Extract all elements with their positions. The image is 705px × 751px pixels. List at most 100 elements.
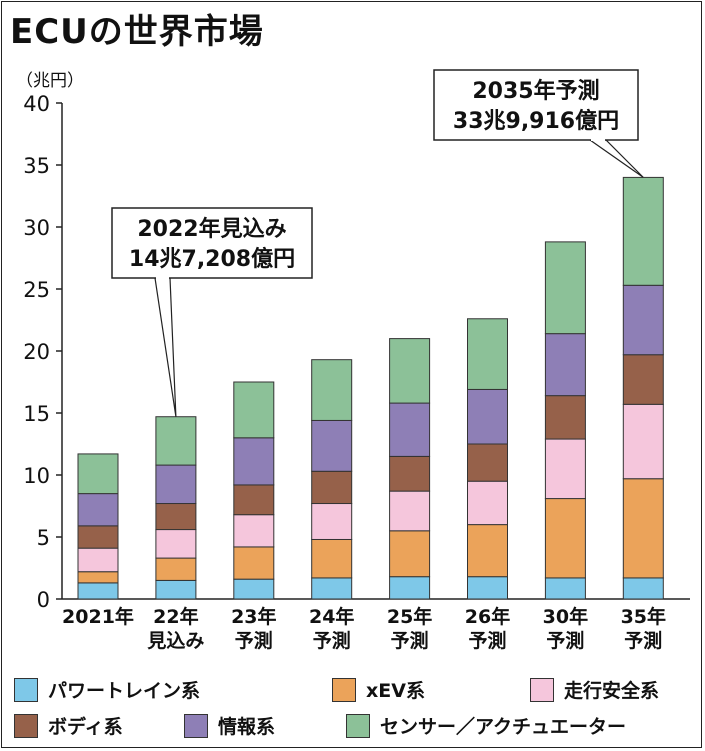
- bar-segment: [77, 547, 119, 573]
- x-tick-label: 予測: [235, 629, 273, 652]
- callout-box: [433, 69, 639, 141]
- bar-segment: [311, 503, 353, 540]
- bar-segment: [467, 388, 508, 445]
- legend-item-xev: xEV系: [332, 676, 425, 703]
- bar-segment: [233, 381, 275, 439]
- bar-segment: [622, 176, 664, 286]
- legend-label: xEV系: [366, 680, 425, 702]
- legend-item-info: 情報系: [184, 712, 275, 739]
- bar-segment: [544, 438, 586, 500]
- bar-segment: [233, 578, 275, 600]
- bar-segment: [77, 525, 119, 549]
- callout-pointer: [154, 277, 177, 417]
- bar-segment: [389, 530, 431, 578]
- y-tick-label: 30: [23, 216, 50, 240]
- bar-segment: [155, 579, 197, 600]
- legend-swatch: [14, 677, 38, 702]
- bar-segment: [389, 490, 431, 532]
- bar-segment: [155, 529, 197, 559]
- bar-segment: [233, 514, 275, 548]
- legend-item-driving-safety: 走行安全系: [530, 676, 659, 703]
- legend-swatch: [346, 713, 370, 738]
- callout-text: 14兆7,208億円: [129, 246, 295, 272]
- y-tick-label: 40: [23, 92, 50, 116]
- bar-segment: [544, 241, 586, 335]
- y-tick-label: 15: [23, 402, 50, 426]
- bar-segment: [389, 576, 431, 600]
- legend-item-powertrain: パワートレイン系: [14, 676, 200, 703]
- bar-segment: [311, 359, 353, 421]
- bar-segment: [155, 503, 197, 531]
- x-tick-label: 23年: [231, 605, 276, 628]
- bar-segment: [311, 470, 353, 505]
- bar-segment: [544, 333, 586, 397]
- bar-segment: [311, 538, 353, 579]
- legend-label: センサー／アクチュエーター: [380, 716, 627, 738]
- x-tick-label: 22年: [153, 605, 198, 628]
- x-tick-label: 24年: [309, 605, 354, 628]
- chart-title: ECUの世界市場: [10, 12, 264, 52]
- legend-label: パワートレイン系: [48, 680, 201, 702]
- x-tick-label: 見込み: [147, 630, 204, 652]
- y-unit-label: （兆円）: [16, 71, 84, 91]
- legend-label: 情報系: [218, 716, 276, 738]
- bar-segment: [77, 571, 119, 584]
- x-tick-label: 25年: [387, 605, 432, 628]
- bar-segment: [622, 478, 664, 579]
- callout-text: 2022年見込み: [137, 216, 286, 242]
- bar-segment: [155, 464, 197, 505]
- callout-box: [111, 207, 313, 279]
- legend-swatch: [530, 677, 554, 702]
- y-tick-label: 25: [23, 278, 50, 302]
- bar-segment: [311, 577, 353, 600]
- bar-segment: [622, 403, 664, 480]
- bar-segment: [389, 455, 431, 492]
- legend-swatch: [184, 713, 208, 738]
- bar-segment: [467, 576, 508, 600]
- legend: パワートレイン系 xEV系 走行安全系 ボディ系 情報系 センサー／アクチュエー…: [14, 672, 694, 744]
- bar-segment: [77, 493, 119, 527]
- x-tick-label: 2021年: [62, 605, 134, 628]
- callout-pointer: [588, 139, 644, 178]
- bar-segment: [233, 437, 275, 486]
- callout-text: 33兆9,916億円: [453, 108, 619, 134]
- bar-segment: [544, 395, 586, 440]
- legend-item-sensor-actuator: センサー／アクチュエーター: [346, 712, 626, 739]
- bar-segment: [622, 577, 664, 600]
- bar-segment: [467, 480, 508, 526]
- x-tick-label: 30年: [543, 605, 588, 628]
- x-tick-label: 予測: [313, 629, 351, 652]
- bar-segment: [389, 402, 431, 457]
- x-tick-label: 35年: [621, 605, 666, 628]
- x-tick-label: 予測: [391, 629, 429, 652]
- x-tick-label: 26年: [465, 605, 510, 628]
- bar-segment: [311, 419, 353, 472]
- x-tick-label: 予測: [546, 629, 584, 652]
- bar-segment: [233, 484, 275, 516]
- legend-label: 走行安全系: [564, 680, 660, 702]
- y-tick-label: 20: [23, 340, 50, 364]
- bar-segment: [467, 443, 508, 482]
- bar-segment: [467, 318, 508, 390]
- bar-segment: [622, 354, 664, 405]
- bar-segment: [77, 582, 119, 600]
- legend-swatch: [14, 713, 38, 738]
- x-tick-label: 予測: [468, 629, 506, 652]
- legend-label: ボディ系: [48, 716, 123, 738]
- bar-segment: [467, 524, 508, 578]
- bar-segment: [155, 557, 197, 581]
- legend-swatch: [332, 677, 356, 702]
- legend-item-body: ボディ系: [14, 712, 123, 739]
- bar-segment: [622, 284, 664, 356]
- bar-segment: [389, 338, 431, 404]
- bar-segment: [544, 498, 586, 579]
- bar-segment: [155, 416, 197, 466]
- bar-segment: [233, 546, 275, 580]
- x-tick-label: 予測: [624, 629, 662, 652]
- y-tick-label: 35: [23, 154, 50, 178]
- bar-segment: [544, 577, 586, 600]
- y-tick-label: 0: [37, 588, 50, 612]
- callout-text: 2035年予測: [472, 78, 599, 104]
- y-tick-label: 5: [37, 526, 50, 550]
